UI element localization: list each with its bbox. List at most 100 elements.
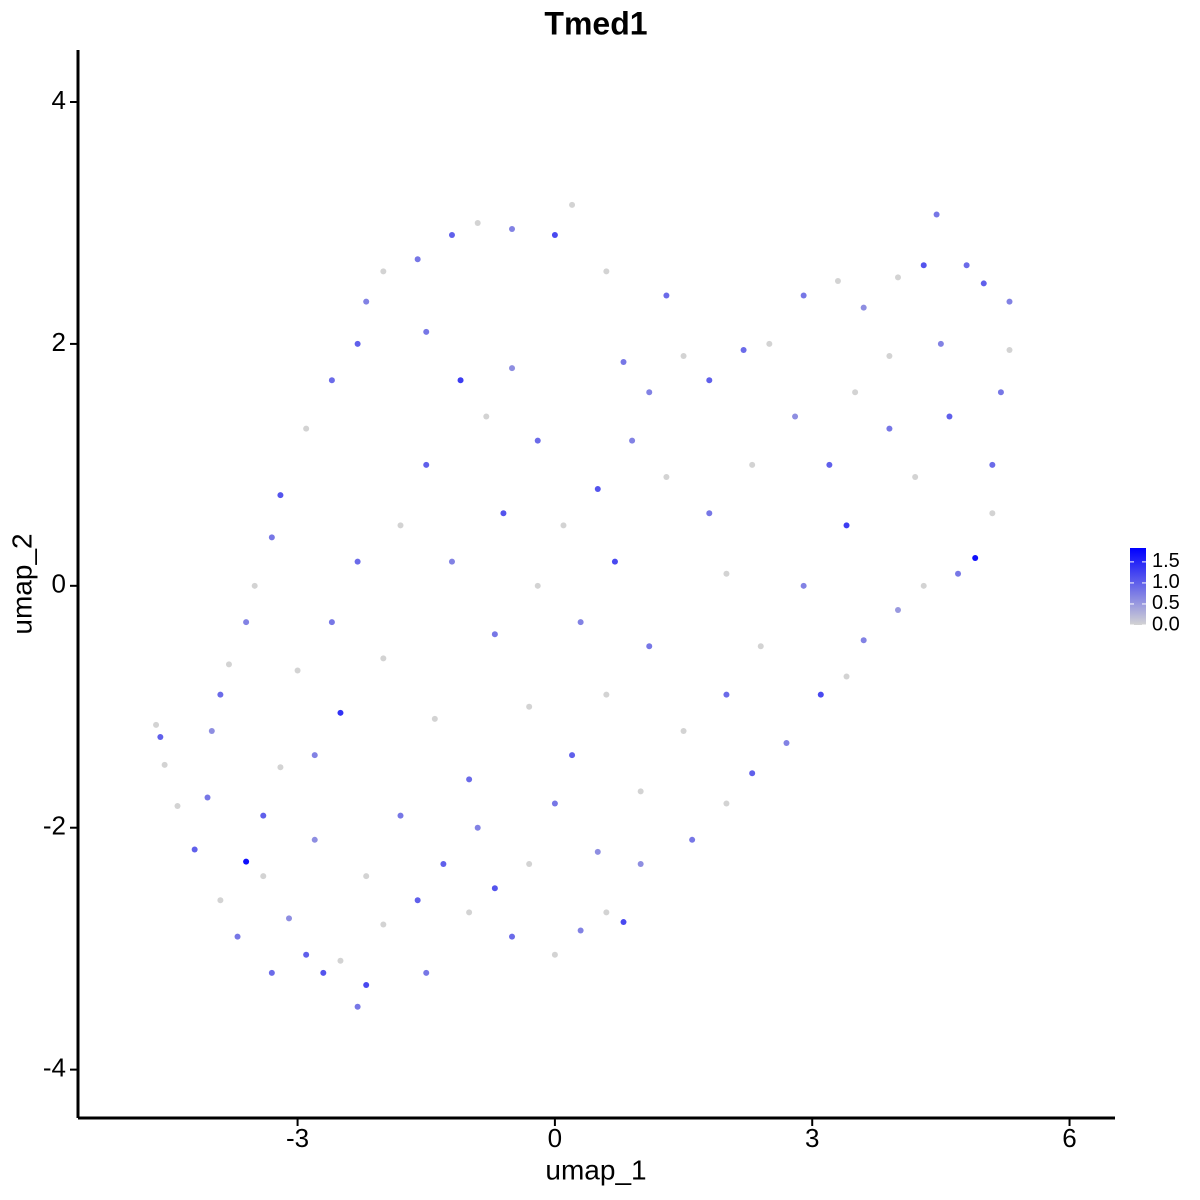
point [646,643,653,650]
point [611,558,618,565]
point [551,232,558,239]
point [363,981,370,988]
point [354,1003,361,1010]
point [972,554,979,561]
point [526,861,533,868]
point [826,461,833,468]
point [792,413,799,420]
point [260,812,267,819]
point [603,268,610,275]
point [448,232,455,239]
y-tick-label: 0 [52,569,66,599]
colorbar-label: 0.0 [1152,613,1180,635]
point [749,461,756,468]
x-tick-label: 6 [1062,1123,1076,1153]
point [423,969,430,976]
colorbar-label: 1.5 [1152,550,1180,572]
point [594,486,601,493]
point [663,473,670,480]
point [749,770,756,777]
point [920,262,927,269]
point [740,346,747,353]
point [509,226,516,233]
point [800,582,807,589]
point [311,752,318,759]
point [423,461,430,468]
point [886,353,893,360]
colorbar-label: 1.0 [1152,571,1180,593]
point [286,915,293,922]
point [800,292,807,299]
point [303,425,310,432]
point [937,340,944,347]
point [783,740,790,747]
point [354,558,361,565]
point [491,631,498,638]
point [886,425,893,432]
point [337,957,344,964]
colorbar [1130,548,1146,625]
point [320,969,327,976]
point [757,643,764,650]
point [466,776,473,783]
x-tick-label: 3 [805,1123,819,1153]
point [474,219,481,226]
point [204,794,211,801]
point [577,619,584,626]
point [354,340,361,347]
point [637,861,644,868]
point [860,304,867,311]
point [311,836,318,843]
point [380,268,387,275]
point [894,607,901,614]
point [153,721,160,728]
point [980,280,987,287]
point [637,788,644,795]
point [234,933,241,940]
point [646,389,653,396]
point [860,637,867,644]
point [191,846,198,853]
point [1006,346,1013,353]
point [526,703,533,710]
y-tick-label: 2 [52,327,66,357]
point [457,377,464,384]
point [294,667,301,674]
x-tick-label: 0 [548,1123,562,1153]
point [603,691,610,698]
point [440,861,447,868]
point [474,824,481,831]
point [603,909,610,916]
point [817,691,824,698]
point [569,201,576,208]
point [217,691,224,698]
point [243,858,250,865]
point [989,510,996,517]
colorbar-label: 0.5 [1152,592,1180,614]
point [500,510,507,517]
point [423,328,430,335]
point [894,274,901,281]
point [217,897,224,904]
point [843,522,850,529]
point [989,461,996,468]
x-axis-title: umap_1 [545,1154,646,1185]
point [955,570,962,577]
point [843,673,850,680]
point [723,800,730,807]
chart-title: Tmed1 [544,5,647,41]
point [534,437,541,444]
point [509,365,516,372]
point [723,570,730,577]
point [363,298,370,305]
point [208,727,215,734]
point [483,413,490,420]
point [912,473,919,480]
point [577,927,584,934]
point [260,873,267,880]
point [380,655,387,662]
point [363,873,370,880]
point [491,885,498,892]
point [509,933,516,940]
